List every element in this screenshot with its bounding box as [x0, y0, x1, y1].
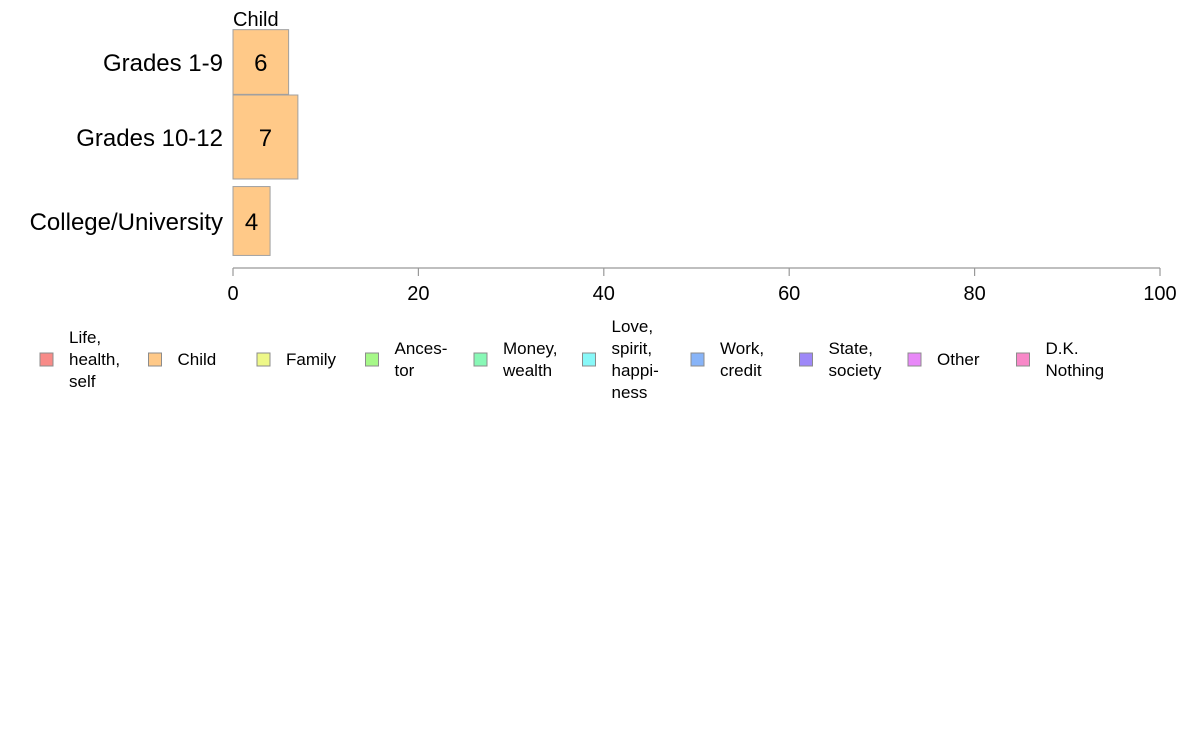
legend-item: Work, credit [690, 339, 764, 380]
legend-swatch [690, 352, 705, 367]
bars-layer: Grades 1-9 6 Grades 10-12 7 College/Universi… [30, 29, 299, 256]
legend-item: D.K. Nothing [1016, 339, 1105, 380]
legend-label: Love, [612, 317, 654, 336]
legend-label: Life, [69, 328, 101, 347]
legend-swatch [148, 352, 162, 367]
legend-label: wealth [502, 361, 552, 380]
chart-title: Child [233, 9, 279, 31]
legend-label: Ances- [395, 339, 448, 358]
legend-label: self [69, 372, 96, 391]
legend-item: Other [907, 350, 980, 369]
legend-swatch [582, 352, 596, 367]
legend-swatch [799, 352, 813, 367]
legend-label: Child [178, 350, 217, 369]
x-tick-label: 40 [593, 283, 615, 305]
legend-label: State, [829, 339, 873, 358]
legend-label: happi- [612, 361, 659, 380]
legend-label: D.K. [1046, 339, 1079, 358]
legend-label: spirit, [612, 339, 653, 358]
legend-item: Ances-tor [365, 339, 448, 380]
legend-label: Family [286, 350, 337, 369]
legend-label: credit [720, 361, 762, 380]
legend-swatch [365, 352, 379, 367]
legend-label: Nothing [1046, 361, 1105, 380]
legend-label: Work, [720, 339, 764, 358]
x-tick-label: 100 [1143, 283, 1176, 305]
x-axis: 0 20 40 60 80 100 [227, 267, 1177, 305]
bar [232, 186, 271, 256]
x-tick-label: 60 [778, 283, 800, 305]
legend-item: State, society [799, 339, 882, 380]
legend-label: Money, [503, 339, 558, 358]
category-label: College/University [30, 209, 223, 236]
legend-swatch [473, 352, 488, 367]
legend-label: health, [69, 350, 120, 369]
legend-label: society [829, 361, 882, 380]
x-tick-label: 20 [407, 283, 429, 305]
data-label: 7 [259, 125, 272, 152]
category-label: Grades 1-9 [103, 50, 223, 77]
x-tick-label: 80 [963, 283, 985, 305]
data-label: 6 [254, 50, 267, 77]
legend-item: Love, spirit, happi-ness [582, 317, 659, 402]
legend-swatch [1016, 352, 1030, 367]
legend-swatch [907, 352, 922, 367]
legend-swatch [256, 352, 271, 367]
legend-label: ness [612, 383, 648, 402]
legend-label: tor [395, 361, 415, 380]
legend-item: Child [148, 350, 217, 369]
legend-item: Life, health, self [39, 328, 120, 391]
x-tick-label: 0 [227, 283, 238, 305]
legend-item: Money, wealth [473, 339, 558, 380]
bar [232, 29, 290, 95]
data-label: 4 [245, 209, 258, 236]
legend-item: Family [256, 350, 337, 369]
legend-label: Other [937, 350, 980, 369]
category-label: Grades 10-12 [76, 125, 223, 152]
bar [232, 94, 299, 180]
legend-swatch [39, 352, 54, 367]
legend: Life, health, self Child Family Ances-tor Mone… [39, 317, 1105, 402]
